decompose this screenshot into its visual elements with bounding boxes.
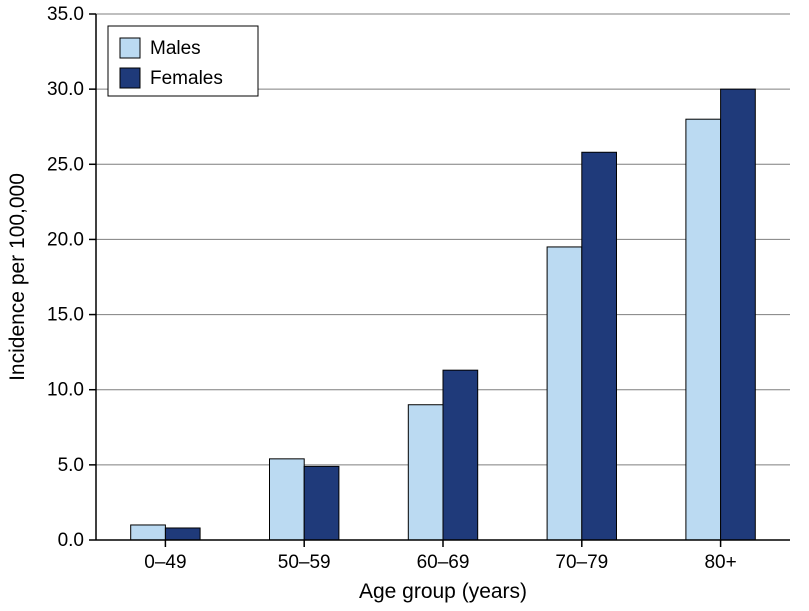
bar-females-3 bbox=[582, 152, 617, 540]
x-tick-label: 80+ bbox=[704, 552, 736, 573]
y-axis-title: Incidence per 100,000 bbox=[6, 173, 29, 381]
y-tick-label: 15.0 bbox=[47, 305, 84, 326]
incidence-bar-chart: 0.0 5.0 10.0 15.0 20.0 25.0 30.0 35.0 0–49 50–59 6… bbox=[0, 0, 809, 611]
x-tick-label: 70–79 bbox=[555, 552, 608, 573]
legend-label-males: Males bbox=[150, 38, 201, 59]
bar-females-1 bbox=[304, 466, 339, 540]
y-tick-label: 0.0 bbox=[58, 530, 84, 551]
y-tick-label: 5.0 bbox=[58, 455, 84, 476]
bar-females-2 bbox=[443, 370, 478, 540]
y-tick-label: 30.0 bbox=[47, 79, 84, 100]
x-axis-title: Age group (years) bbox=[359, 580, 527, 603]
bar-males-0 bbox=[131, 525, 166, 540]
legend-label-females: Females bbox=[150, 68, 223, 89]
bar-males-4 bbox=[686, 119, 721, 540]
bar-males-3 bbox=[547, 247, 582, 540]
chart-svg: 0.0 5.0 10.0 15.0 20.0 25.0 30.0 35.0 0–49 50–59 6… bbox=[0, 0, 809, 611]
y-tick-label: 10.0 bbox=[47, 380, 84, 401]
x-tick-label: 0–49 bbox=[144, 552, 186, 573]
bar-females-4 bbox=[721, 89, 756, 540]
x-tick-label: 60–69 bbox=[417, 552, 470, 573]
legend-swatch-males bbox=[120, 38, 140, 58]
legend-swatch-females bbox=[120, 68, 140, 88]
bar-males-1 bbox=[270, 459, 305, 540]
bar-males-2 bbox=[408, 405, 443, 540]
x-tick-label: 50–59 bbox=[278, 552, 331, 573]
y-tick-label: 25.0 bbox=[47, 154, 84, 175]
bar-females-0 bbox=[165, 528, 200, 540]
y-tick-label: 35.0 bbox=[47, 4, 84, 25]
y-tick-label: 20.0 bbox=[47, 229, 84, 250]
